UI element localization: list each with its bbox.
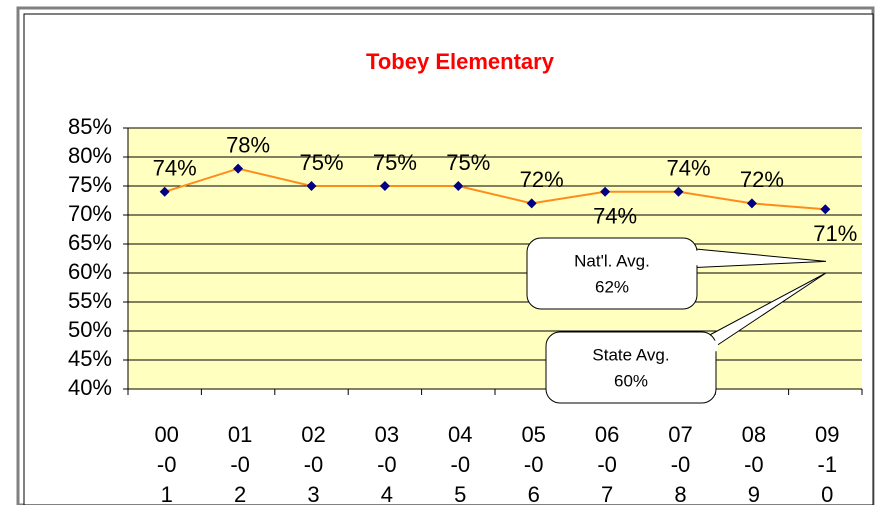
data-label: 75% bbox=[373, 150, 417, 175]
callout-label: State Avg. bbox=[592, 345, 669, 364]
marker bbox=[600, 186, 611, 197]
x-tick-label: 08-09 bbox=[741, 422, 767, 507]
y-tick-label: 60% bbox=[68, 259, 112, 284]
data-label: 72% bbox=[740, 167, 784, 192]
data-label: 75% bbox=[299, 150, 343, 175]
marker bbox=[746, 198, 757, 209]
data-label: 75% bbox=[446, 150, 490, 175]
x-tick-label: 05-06 bbox=[521, 422, 546, 507]
data-label: 74% bbox=[666, 156, 710, 181]
callout-join bbox=[702, 339, 718, 353]
y-tick-label: 75% bbox=[68, 172, 112, 197]
x-tick-label: 09-10 bbox=[815, 422, 840, 507]
series-line bbox=[164, 167, 826, 211]
x-tick-label: 00-01 bbox=[154, 422, 179, 507]
x-tick-label: 06-07 bbox=[594, 422, 620, 507]
marker bbox=[233, 163, 244, 174]
callout-box bbox=[545, 331, 717, 404]
y-tick-label: 45% bbox=[68, 346, 112, 371]
marker bbox=[379, 181, 390, 191]
y-tick-label: 65% bbox=[68, 230, 112, 255]
chart-title: Tobey Elementary bbox=[366, 49, 555, 74]
y-tick-label: 50% bbox=[68, 317, 112, 342]
marker bbox=[453, 181, 464, 191]
x-tick-label: 02-03 bbox=[301, 422, 326, 507]
x-tick-label: 07-08 bbox=[668, 422, 693, 507]
callout-join bbox=[683, 249, 699, 267]
marker bbox=[820, 204, 831, 215]
callout-value: 60% bbox=[614, 371, 648, 390]
data-label: 78% bbox=[226, 132, 270, 157]
x-tick-label: 04-05 bbox=[448, 422, 473, 507]
y-tick-label: 55% bbox=[68, 288, 112, 313]
y-tick-label: 70% bbox=[68, 201, 112, 226]
callout-box bbox=[526, 237, 698, 310]
marker bbox=[673, 186, 684, 197]
data-label: 74% bbox=[153, 156, 197, 181]
marker bbox=[526, 198, 537, 209]
callout-value: 62% bbox=[595, 277, 629, 296]
x-tick-label: 03-04 bbox=[374, 422, 400, 507]
y-tick-label: 85% bbox=[68, 114, 112, 139]
marker bbox=[306, 181, 317, 191]
data-label: 71% bbox=[813, 221, 857, 246]
marker bbox=[159, 186, 170, 197]
y-tick-label: 80% bbox=[68, 143, 112, 168]
y-tick-label: 40% bbox=[68, 375, 112, 400]
data-label: 72% bbox=[520, 167, 564, 192]
callout-label: Nat'l. Avg. bbox=[574, 251, 650, 270]
x-tick-label: 01-02 bbox=[227, 422, 253, 507]
data-label: 74% bbox=[593, 204, 637, 229]
